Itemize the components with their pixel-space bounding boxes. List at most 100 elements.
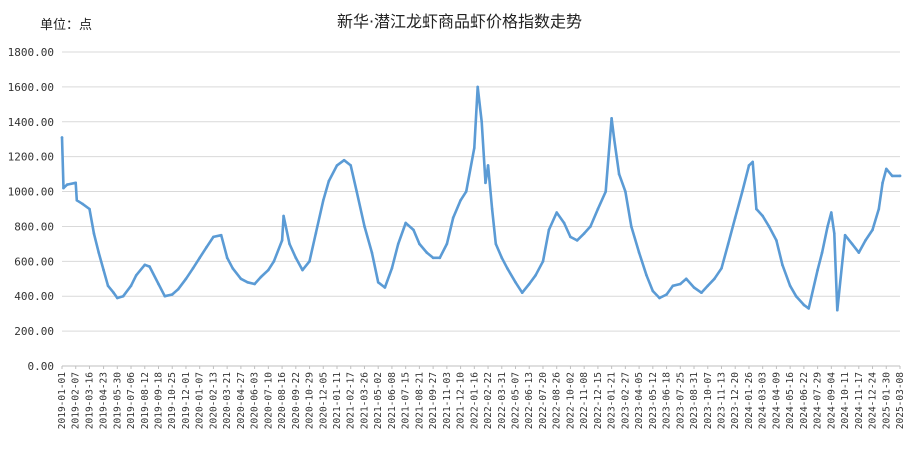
data-point <box>484 181 487 185</box>
data-point <box>280 239 284 242</box>
x-tick-label: 2019-05-30 <box>112 372 123 429</box>
data-point <box>225 256 229 260</box>
x-tick-label: 2023-02-27 <box>620 372 631 429</box>
data-point <box>184 277 188 281</box>
x-tick-label: 2021-01-11 <box>332 372 343 429</box>
data-point <box>645 273 648 277</box>
data-point <box>115 296 119 300</box>
data-point <box>610 116 613 120</box>
data-point <box>857 251 861 254</box>
data-point <box>816 268 819 272</box>
x-tick-label: 2024-06-22 <box>799 372 810 429</box>
data-point <box>582 232 586 235</box>
data-point <box>569 235 572 239</box>
data-point <box>617 172 621 176</box>
data-point <box>314 232 318 235</box>
data-point <box>102 268 105 272</box>
data-point <box>881 181 884 185</box>
data-point <box>476 85 479 89</box>
data-point <box>412 228 415 232</box>
data-point <box>833 232 836 235</box>
data-point <box>376 280 380 284</box>
data-point <box>755 207 758 211</box>
x-tick-label: 2021-02-17 <box>346 372 357 429</box>
x-tick-label: 2019-02-07 <box>71 372 82 429</box>
data-point <box>60 136 64 139</box>
data-point <box>843 233 847 237</box>
data-point <box>807 307 811 310</box>
y-tick-label: 200.00 <box>14 325 54 338</box>
data-point <box>726 242 730 246</box>
x-tick-label: 2021-12-10 <box>456 372 467 429</box>
data-point <box>612 137 616 141</box>
data-point <box>884 167 888 171</box>
x-tick-label: 2020-06-03 <box>250 372 261 429</box>
x-tick-label: 2022-06-13 <box>524 372 535 429</box>
data-point <box>451 216 455 220</box>
y-tick-label: 1400.00 <box>8 116 54 129</box>
data-point <box>877 207 881 211</box>
data-point <box>445 242 449 246</box>
data-point <box>259 275 263 279</box>
data-point <box>74 181 78 185</box>
data-point <box>871 228 874 232</box>
x-tick-label: 2019-08-12 <box>140 372 151 429</box>
x-tick-label: 2024-03-03 <box>758 372 769 429</box>
data-point <box>637 251 641 254</box>
data-point <box>547 228 551 232</box>
data-point <box>134 273 138 277</box>
x-tick-label: 2021-05-02 <box>373 372 384 429</box>
data-point <box>520 291 524 295</box>
data-point <box>349 164 353 167</box>
data-point <box>335 164 339 167</box>
x-tick-label: 2019-03-16 <box>84 372 95 429</box>
data-point <box>308 260 311 263</box>
data-point <box>761 214 764 218</box>
data-point <box>170 293 174 296</box>
data-point <box>890 174 894 178</box>
data-point <box>658 296 661 300</box>
data-point <box>713 277 716 281</box>
data-point <box>363 225 366 228</box>
x-tick-label: 2022-12-15 <box>593 372 604 429</box>
data-point <box>651 289 655 293</box>
unit-label: 单位：点 <box>40 18 93 33</box>
data-point <box>781 263 784 267</box>
x-tick-label: 2022-05-07 <box>511 372 522 429</box>
data-point <box>624 190 627 193</box>
data-point <box>370 251 374 254</box>
data-point <box>97 251 101 254</box>
x-tick-label: 2020-07-10 <box>263 372 274 429</box>
data-point <box>678 282 682 286</box>
data-point <box>212 235 215 239</box>
x-tick-label: 2022-07-20 <box>538 372 549 429</box>
data-point <box>148 265 151 268</box>
data-point <box>129 284 133 288</box>
x-tick-label: 2019-12-01 <box>181 372 192 429</box>
x-tick-label: 2024-07-29 <box>813 372 824 429</box>
data-point <box>231 267 235 270</box>
data-point <box>794 294 798 298</box>
data-point <box>830 211 833 214</box>
x-tick-label: 2023-07-25 <box>675 372 686 429</box>
data-point <box>81 202 84 206</box>
x-tick-label: 2025-01-30 <box>881 372 892 429</box>
data-point <box>820 251 824 254</box>
data-point <box>630 225 633 228</box>
x-tick-label: 2019-10-25 <box>167 372 178 429</box>
data-point <box>500 256 504 260</box>
data-point <box>459 198 462 202</box>
axis-layer: 0.00 200.00 400.00 600.00 800.00 1000.00 1200.… <box>8 46 906 429</box>
x-tick-label: 2024-09-04 <box>826 372 837 429</box>
data-point <box>864 239 867 242</box>
data-point <box>850 242 854 246</box>
data-point <box>684 277 688 281</box>
x-tick-label: 2021-11-03 <box>442 372 453 429</box>
x-tick-label: 2021-06-08 <box>387 372 398 429</box>
data-point <box>404 221 407 225</box>
data-point <box>506 267 509 270</box>
x-tick-label: 2023-06-18 <box>662 372 673 429</box>
data-point <box>219 233 223 237</box>
x-tick-label: 2021-08-21 <box>414 372 425 429</box>
